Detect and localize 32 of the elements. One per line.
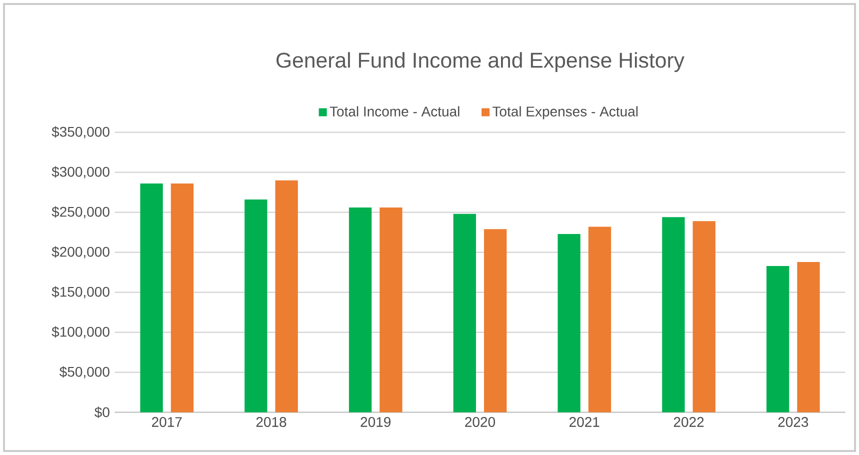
bar <box>275 180 298 412</box>
x-tick-label: 2018 <box>256 417 286 427</box>
bar <box>244 200 268 412</box>
bar <box>140 184 163 412</box>
bar <box>662 217 685 412</box>
x-tick-label: 2021 <box>570 417 600 427</box>
bar <box>558 234 580 412</box>
x-tick-label: 2017 <box>152 417 182 427</box>
bar <box>453 214 476 412</box>
bar <box>484 229 507 412</box>
bar <box>380 208 402 412</box>
legend-label: Total Income - Actual <box>330 106 460 116</box>
chart-title: General Fund Income and Expense History <box>276 52 684 72</box>
y-tick-label: $50,000 <box>60 366 110 378</box>
y-tick-label: $100,000 <box>52 326 110 338</box>
x-tick-label: 2023 <box>778 417 808 427</box>
bar <box>348 208 372 412</box>
legend-label: Total Expenses - Actual <box>492 106 638 120</box>
bar <box>692 221 716 412</box>
y-tick-label: $150,000 <box>52 286 110 298</box>
bar <box>170 184 194 412</box>
x-tick-label: 2019 <box>360 417 391 427</box>
y-tick-label: $250,000 <box>52 206 110 218</box>
y-tick-label: $300,000 <box>52 166 110 178</box>
bar <box>588 226 612 412</box>
bar <box>766 266 790 412</box>
y-tick-label: $350,000 <box>52 126 110 138</box>
x-tick-label: 2020 <box>465 417 496 427</box>
bar <box>797 262 820 412</box>
y-tick-label: $0 <box>94 406 110 418</box>
y-tick-label: $200,000 <box>52 246 110 258</box>
x-tick-label: 2022 <box>674 417 704 427</box>
